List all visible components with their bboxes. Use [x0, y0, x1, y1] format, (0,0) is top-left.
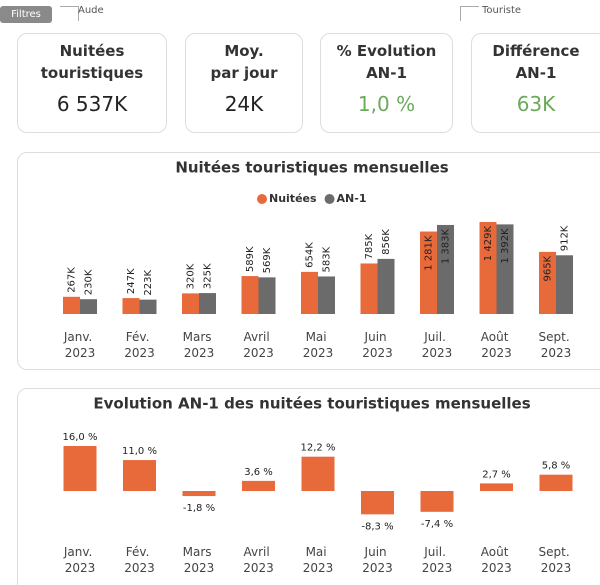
legend-label: AN-1 — [337, 192, 367, 205]
bracket — [60, 6, 79, 21]
kpi-value: 1,0 % — [357, 92, 416, 116]
data-label: 583K — [322, 246, 333, 272]
kpi-value: 6 537K — [56, 92, 128, 116]
data-label: 1 383K — [441, 229, 452, 265]
kpi-title: Nuitées touristiques — [40, 42, 144, 82]
data-label: 1 281K — [424, 235, 435, 271]
bar — [480, 483, 513, 491]
bar — [360, 263, 378, 314]
data-label: 267K — [67, 267, 78, 293]
data-label: 912K — [560, 225, 571, 251]
kpi-value: 63K — [516, 92, 556, 116]
bar — [63, 296, 80, 314]
x-tick-label: Avril 2023 — [243, 545, 274, 575]
bar — [241, 276, 259, 314]
data-label: 785K — [364, 233, 375, 259]
x-tick-label: Juil. 2023 — [422, 545, 453, 575]
chart-title: Nuitées touristiques mensuelles — [175, 159, 448, 177]
x-tick-label: Fév. 2023 — [124, 330, 155, 360]
x-tick-label: Mai 2023 — [303, 545, 334, 575]
x-tick-label: Sept. 2023 — [539, 330, 574, 360]
bar — [63, 446, 97, 491]
data-label: 1 392K — [500, 228, 511, 264]
legend-marker — [324, 194, 335, 204]
bar — [182, 293, 199, 314]
bar — [420, 491, 454, 512]
bar — [258, 277, 276, 314]
kpi-title: % Evolution AN-1 — [336, 42, 437, 82]
legend-marker — [257, 194, 267, 204]
data-label: 16,0 % — [63, 432, 98, 443]
bracket — [460, 6, 479, 21]
chart-title: Evolution AN-1 des nuitées touristiques … — [93, 395, 530, 413]
bar — [420, 231, 437, 314]
x-tick-label: Mars 2023 — [183, 330, 216, 360]
data-label: 223K — [143, 270, 154, 296]
filter-button[interactable]: Filtres — [0, 6, 52, 23]
bar — [182, 491, 216, 497]
kpi-title: Différence AN-1 — [492, 42, 580, 82]
x-tick-label: Janv. 2023 — [63, 545, 96, 575]
x-tick-label: Juin 2023 — [362, 330, 393, 360]
data-label: 1 429K — [483, 226, 494, 262]
data-label: 856K — [381, 229, 392, 255]
kpi-card: Nuitées touristiques 6 537K — [17, 33, 167, 133]
bar — [301, 456, 335, 491]
x-tick-label: Janv. 2023 — [63, 330, 96, 360]
bar — [437, 224, 454, 314]
data-label: 12,2 % — [301, 443, 336, 454]
bar — [479, 222, 497, 314]
x-tick-label: Sept. 2023 — [539, 545, 574, 575]
data-label: 569K — [262, 247, 273, 273]
bar — [242, 480, 275, 491]
chart-panel — [17, 152, 600, 370]
bar — [361, 491, 394, 515]
x-tick-label: Fév. 2023 — [124, 545, 155, 575]
data-label: 965K — [543, 255, 554, 281]
x-tick-label: Juin 2023 — [362, 545, 393, 575]
data-label: 325K — [203, 263, 214, 289]
kpi-card: Différence AN-1 63K — [471, 33, 600, 133]
data-label: 320K — [186, 263, 197, 289]
kpi-card: % Evolution AN-1 1,0 % — [320, 33, 453, 133]
kpi-value: 24K — [224, 92, 264, 116]
data-label: 5,8 % — [542, 461, 571, 472]
bar — [539, 474, 573, 491]
x-tick-label: Mai 2023 — [303, 330, 334, 360]
data-label: 654K — [305, 242, 316, 268]
data-label: 2,7 % — [482, 469, 511, 480]
data-label: -8,3 % — [361, 521, 393, 532]
filter-label[interactable]: Touriste — [482, 5, 522, 16]
x-tick-label: Août 2023 — [481, 545, 512, 575]
chart-panel — [17, 388, 600, 585]
x-tick-label: Août 2023 — [481, 330, 512, 360]
bar — [80, 299, 97, 314]
x-tick-label: Juil. 2023 — [422, 330, 453, 360]
bar — [556, 255, 573, 314]
data-label: -1,8 % — [183, 503, 215, 514]
bar — [139, 299, 157, 314]
data-label: 11,0 % — [122, 446, 157, 457]
bar — [122, 298, 140, 314]
x-tick-label: Mars 2023 — [183, 545, 216, 575]
data-label: 230K — [84, 269, 95, 295]
bar — [123, 460, 156, 491]
data-label: 3,6 % — [244, 467, 273, 478]
data-label: 589K — [245, 246, 256, 272]
bar — [318, 276, 335, 314]
kpi-card: Moy. par jour 24K — [185, 33, 303, 133]
legend-label: Nuitées — [269, 192, 317, 205]
x-tick-label: Avril 2023 — [243, 330, 274, 360]
data-label: -7,4 % — [421, 519, 453, 530]
bar — [496, 224, 514, 314]
bar — [377, 258, 395, 314]
kpi-title: Moy. par jour — [210, 42, 278, 82]
bar — [199, 293, 216, 314]
bar — [539, 251, 556, 314]
bar — [301, 271, 318, 314]
data-label: 247K — [126, 268, 137, 294]
filter-label[interactable]: Aude — [78, 5, 104, 16]
